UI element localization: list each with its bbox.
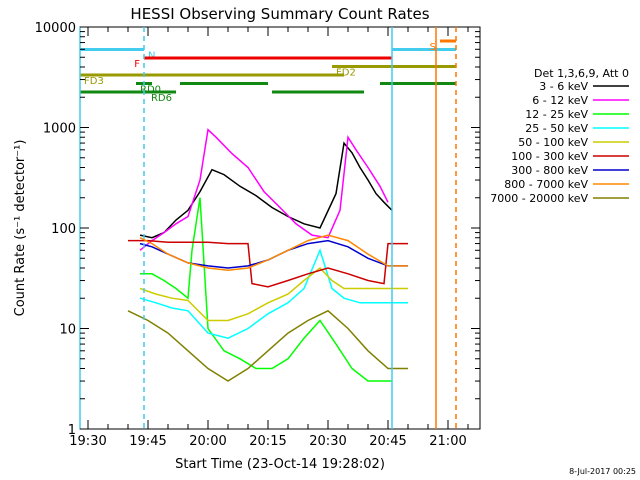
overlay-label-fd3: FD3 — [84, 76, 104, 87]
x-tick-label: 20:45 — [369, 434, 406, 449]
y-tick-label: 10 — [59, 323, 76, 338]
x-tick-label: 19:30 — [69, 434, 106, 449]
legend-label: 7000 - 20000 keV — [490, 192, 588, 205]
legend-label: 100 - 300 keV — [511, 150, 588, 163]
y-axis-label: Count Rate (s⁻¹ detector⁻¹) — [13, 140, 28, 317]
series-line-5 — [139, 266, 408, 322]
series-line-3 — [140, 197, 392, 382]
series-line-2 — [139, 128, 389, 251]
legend-title: Det 1,3,6,9, Att 0 — [534, 67, 629, 80]
x-tick-label: 19:45 — [129, 434, 166, 449]
footer-timestamp: 8-Jul-2017 00:25 — [569, 467, 636, 476]
legend-label: 25 - 50 keV — [525, 122, 588, 135]
y-tick-label: 10000 — [35, 21, 76, 36]
overlay-label-rd0: RD0 — [140, 85, 161, 96]
y-tick-label: 1000 — [43, 122, 76, 137]
series-lines — [127, 128, 408, 382]
x-tick-label: 21:00 — [429, 434, 466, 449]
legend-label: 300 - 800 keV — [511, 164, 588, 177]
overlay-label-rd6: RD6 — [151, 93, 172, 104]
series-line-8 — [139, 234, 408, 271]
x-tick-label: 20:00 — [189, 434, 226, 449]
x-tick-label: 20:30 — [309, 434, 346, 449]
chart-title: HESSI Observing Summary Count Rates — [130, 5, 429, 23]
legend-label: 6 - 12 keV — [532, 94, 588, 107]
x-axis-label: Start Time (23-Oct-14 19:28:02) — [175, 457, 385, 472]
series-line-4 — [139, 248, 408, 339]
axes: 19:30 19:45 20:00 20:15 20:30 20:45 21:00 1 10 10… — [35, 21, 480, 449]
y-tick-label: 1 — [68, 423, 76, 438]
overlay-label-n: N — [148, 51, 155, 62]
legend-label: 50 - 100 keV — [518, 136, 588, 149]
overlay-label-s: S — [430, 42, 436, 53]
legend-label: 800 - 7000 keV — [504, 178, 588, 191]
legend-label: 12 - 25 keV — [525, 108, 588, 121]
x-tick-label: 20:15 — [249, 434, 286, 449]
y-tick-label: 100 — [51, 222, 76, 237]
overlay-label-fd2: FD2 — [336, 68, 356, 79]
series-line-1 — [139, 141, 393, 239]
legend-label: 3 - 6 keV — [539, 80, 588, 93]
series-line-9 — [127, 309, 408, 382]
overlay-label-f: F — [134, 59, 140, 70]
series-line-6 — [128, 239, 408, 288]
